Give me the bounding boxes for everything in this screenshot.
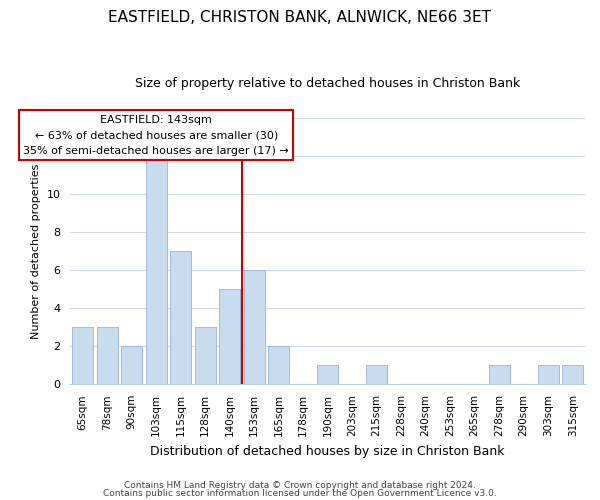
Y-axis label: Number of detached properties: Number of detached properties [31,164,41,339]
X-axis label: Distribution of detached houses by size in Christon Bank: Distribution of detached houses by size … [151,444,505,458]
Text: Contains public sector information licensed under the Open Government Licence v3: Contains public sector information licen… [103,488,497,498]
Bar [244,270,265,384]
Bar [317,366,338,384]
Bar [366,366,387,384]
Bar [195,328,215,384]
Text: Contains HM Land Registry data © Crown copyright and database right 2024.: Contains HM Land Registry data © Crown c… [124,481,476,490]
Bar [97,328,118,384]
Bar [72,328,93,384]
Title: Size of property relative to detached houses in Christon Bank: Size of property relative to detached ho… [135,78,520,90]
Bar [489,366,509,384]
Bar [538,366,559,384]
Bar [170,251,191,384]
Bar [146,156,167,384]
Bar [121,346,142,385]
Bar [219,289,240,384]
Bar [268,346,289,385]
Bar [562,366,583,384]
Text: EASTFIELD, CHRISTON BANK, ALNWICK, NE66 3ET: EASTFIELD, CHRISTON BANK, ALNWICK, NE66 … [109,10,491,25]
Text: EASTFIELD: 143sqm
← 63% of detached houses are smaller (30)
35% of semi-detached: EASTFIELD: 143sqm ← 63% of detached hous… [23,114,289,156]
